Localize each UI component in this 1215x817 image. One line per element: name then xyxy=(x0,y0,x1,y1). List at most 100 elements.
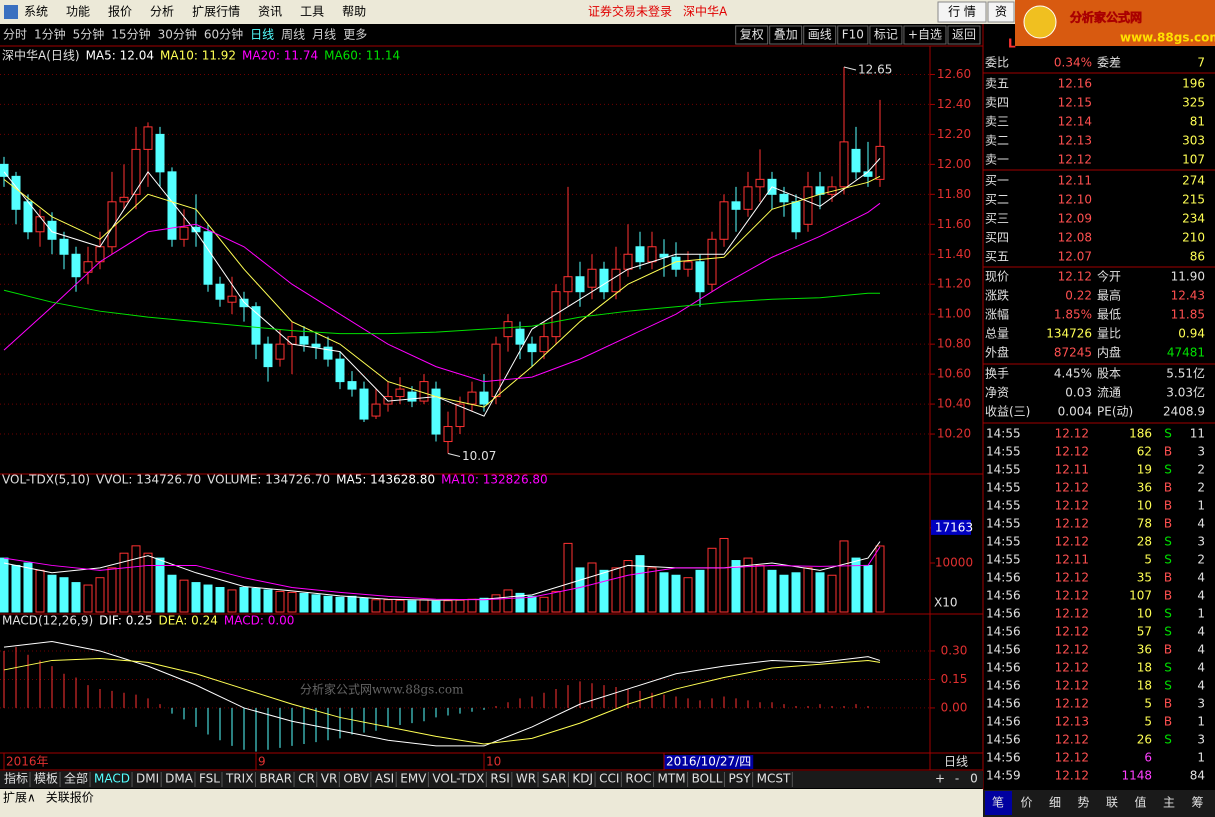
tick-count: 4 xyxy=(1197,643,1205,657)
tool-button[interactable]: F10 xyxy=(842,28,864,42)
indicator-tab[interactable]: BRAR xyxy=(259,772,292,786)
volume-bar xyxy=(35,569,45,613)
quote-volume: 215 xyxy=(1182,193,1205,207)
period-button[interactable]: 月线 xyxy=(312,28,336,42)
period-button[interactable]: 周线 xyxy=(281,28,305,42)
indicator-tab[interactable]: KDJ xyxy=(572,772,593,786)
quote-tab[interactable]: 筹 xyxy=(1191,796,1203,810)
volume-bar xyxy=(611,567,621,613)
tick-count: 1 xyxy=(1197,499,1205,513)
tick-time: 14:55 xyxy=(986,463,1021,477)
quote-label: 买五 xyxy=(985,250,1009,264)
indicator-tab[interactable]: ASI xyxy=(375,772,394,786)
candle-body xyxy=(143,126,153,150)
indicator-tab[interactable]: CCI xyxy=(599,772,619,786)
indicator-tab[interactable]: SAR xyxy=(542,772,566,786)
indicator-tab[interactable]: WR xyxy=(516,772,536,786)
indicator-tab[interactable]: MTM xyxy=(658,772,686,786)
quote-label: 买一 xyxy=(985,174,1009,188)
bottom-tab[interactable]: 扩展∧ xyxy=(3,791,36,805)
quote-tab[interactable]: 细 xyxy=(1049,796,1061,810)
tool-button[interactable]: 复权 xyxy=(740,28,764,42)
quote-value: 11.90 xyxy=(1171,270,1205,284)
quote-tab[interactable]: 笔 xyxy=(992,795,1004,810)
x-tick-label: 10 xyxy=(486,755,501,769)
quote-tab[interactable]: 价 xyxy=(1020,796,1032,810)
indicator-tab[interactable]: DMI xyxy=(136,772,159,786)
period-button[interactable]: 15分钟 xyxy=(111,27,150,42)
indicator-tab[interactable]: RSI xyxy=(490,772,510,786)
zoom-button[interactable]: + xyxy=(935,772,945,786)
indicator-tab[interactable]: VOL-TDX xyxy=(432,772,484,786)
candle-body xyxy=(431,388,441,435)
active-tab xyxy=(985,791,1012,815)
indicator-tab[interactable]: MCST xyxy=(757,772,791,786)
indicator-tab[interactable]: EMV xyxy=(400,772,427,786)
tick-count: 84 xyxy=(1190,769,1205,783)
tool-button[interactable]: 标记 xyxy=(874,28,898,42)
quote-value: 11.85 xyxy=(1171,308,1205,322)
period-button[interactable]: 分时 xyxy=(3,28,27,42)
tool-button[interactable]: 返回 xyxy=(952,28,976,42)
menu-item[interactable]: 分析 xyxy=(150,5,174,19)
quote-value: 5.51亿 xyxy=(1166,366,1205,381)
indicator-tab[interactable]: BOLL xyxy=(692,772,723,786)
indicator-tab[interactable]: VR xyxy=(321,772,338,786)
period-button[interactable]: 5分钟 xyxy=(73,27,105,42)
zoom-button[interactable]: 0 xyxy=(970,772,978,786)
indicator-tab[interactable]: MACD xyxy=(94,772,130,786)
period-button[interactable]: 日线 xyxy=(250,28,274,42)
tab-button-label[interactable]: 资 xyxy=(995,5,1007,19)
indicator-tab[interactable]: CR xyxy=(298,772,315,786)
period-button[interactable]: 60分钟 xyxy=(204,27,243,42)
quote-value: 87245 xyxy=(1054,346,1092,360)
candle-body xyxy=(443,426,453,443)
indicator-tab[interactable]: ROC xyxy=(625,772,651,786)
candle-body xyxy=(683,261,693,270)
quote-tab[interactable]: 主 xyxy=(1163,796,1175,810)
indicator-tab[interactable]: DMA xyxy=(165,772,194,786)
zoom-button[interactable]: - xyxy=(955,772,959,786)
volume-bar xyxy=(671,574,681,613)
tab-button[interactable] xyxy=(937,1,987,23)
indicator-tab[interactable]: TRIX xyxy=(225,772,253,786)
indicator-tab[interactable]: OBV xyxy=(343,772,369,786)
tool-button-frame xyxy=(769,25,803,45)
y-tick-label: 12.00 xyxy=(937,157,971,171)
volume-bar xyxy=(119,552,129,613)
tab-button[interactable] xyxy=(987,1,1015,23)
legend-entry: VVOL: 134726.70 xyxy=(96,473,201,487)
quote-tab[interactable]: 值 xyxy=(1134,795,1146,810)
quote-tab[interactable]: 势 xyxy=(1077,796,1089,810)
tool-button[interactable]: +自选 xyxy=(908,28,942,42)
menu-item[interactable]: 系统 xyxy=(24,5,48,19)
indicator-tab[interactable]: 指标 xyxy=(4,771,28,786)
bottom-tab[interactable]: 关联报价 xyxy=(46,790,94,805)
indicator-tab[interactable]: PSY xyxy=(728,772,751,786)
tick-count: 4 xyxy=(1197,571,1205,585)
quote-label: 涨幅 xyxy=(985,307,1009,322)
volume-bar xyxy=(203,584,213,613)
menu-item[interactable]: 资讯 xyxy=(258,5,282,19)
menu-item[interactable]: 工具 xyxy=(300,5,324,19)
quote-label: 股本 xyxy=(1097,367,1121,381)
quote-price: 12.08 xyxy=(1058,231,1092,245)
indicator-tab[interactable]: 模板 xyxy=(34,772,58,786)
tool-button[interactable]: 叠加 xyxy=(774,28,798,42)
menu-item[interactable]: 功能 xyxy=(66,5,90,19)
menu-item[interactable]: 报价 xyxy=(108,4,132,19)
indicator-tab[interactable]: 全部 xyxy=(64,771,88,786)
volume-bar xyxy=(791,572,801,613)
menu-item[interactable]: 帮助 xyxy=(342,5,366,19)
candle-body xyxy=(587,268,597,288)
indicator-tab[interactable]: FSL xyxy=(199,772,220,786)
tab-button-label[interactable]: 行 情 xyxy=(948,5,976,19)
tool-button[interactable]: 画线 xyxy=(808,28,832,42)
quote-tab[interactable]: 联 xyxy=(1106,796,1118,810)
period-button[interactable]: 30分钟 xyxy=(158,27,197,42)
menu-item[interactable]: 扩展行情 xyxy=(192,5,240,19)
volume-bar xyxy=(743,557,753,613)
period-button[interactable]: 更多 xyxy=(343,28,367,42)
volume-bar xyxy=(599,569,609,613)
period-button[interactable]: 1分钟 xyxy=(34,27,66,42)
